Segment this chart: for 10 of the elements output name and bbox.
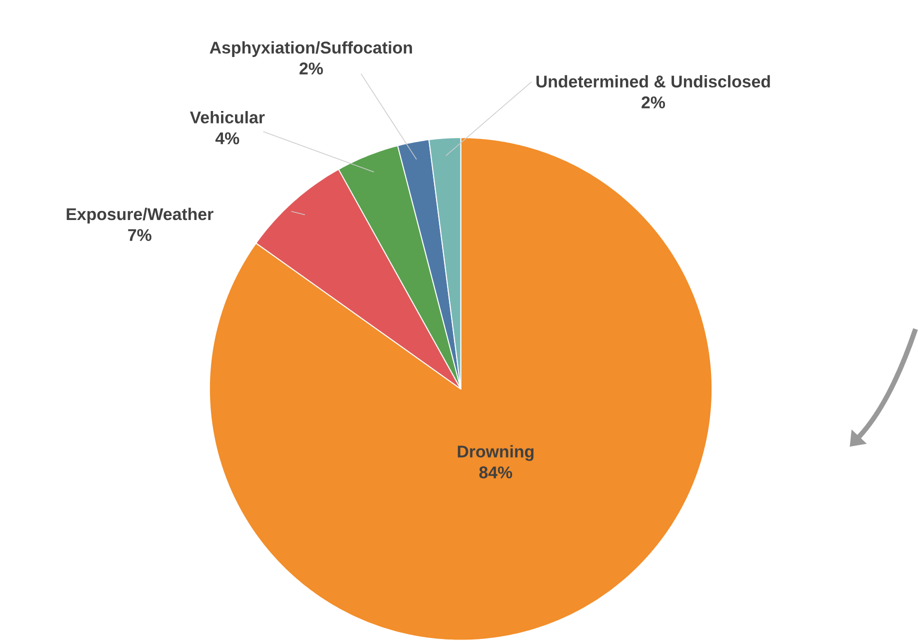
data-label: 2% xyxy=(642,96,665,108)
slice-label: Vehicular xyxy=(190,110,265,124)
data-label: 84% xyxy=(479,466,512,478)
data-label: 2% xyxy=(300,62,323,74)
slice-label: Undetermined & Undisclosed xyxy=(536,75,770,88)
slice-label: Exposure/Weather xyxy=(66,208,214,224)
slice-label: Drowning xyxy=(458,444,534,461)
slice-label: Asphyxiation/Suffocation xyxy=(210,41,412,57)
data-label: 7% xyxy=(128,228,152,241)
data-label: 4% xyxy=(215,132,240,144)
